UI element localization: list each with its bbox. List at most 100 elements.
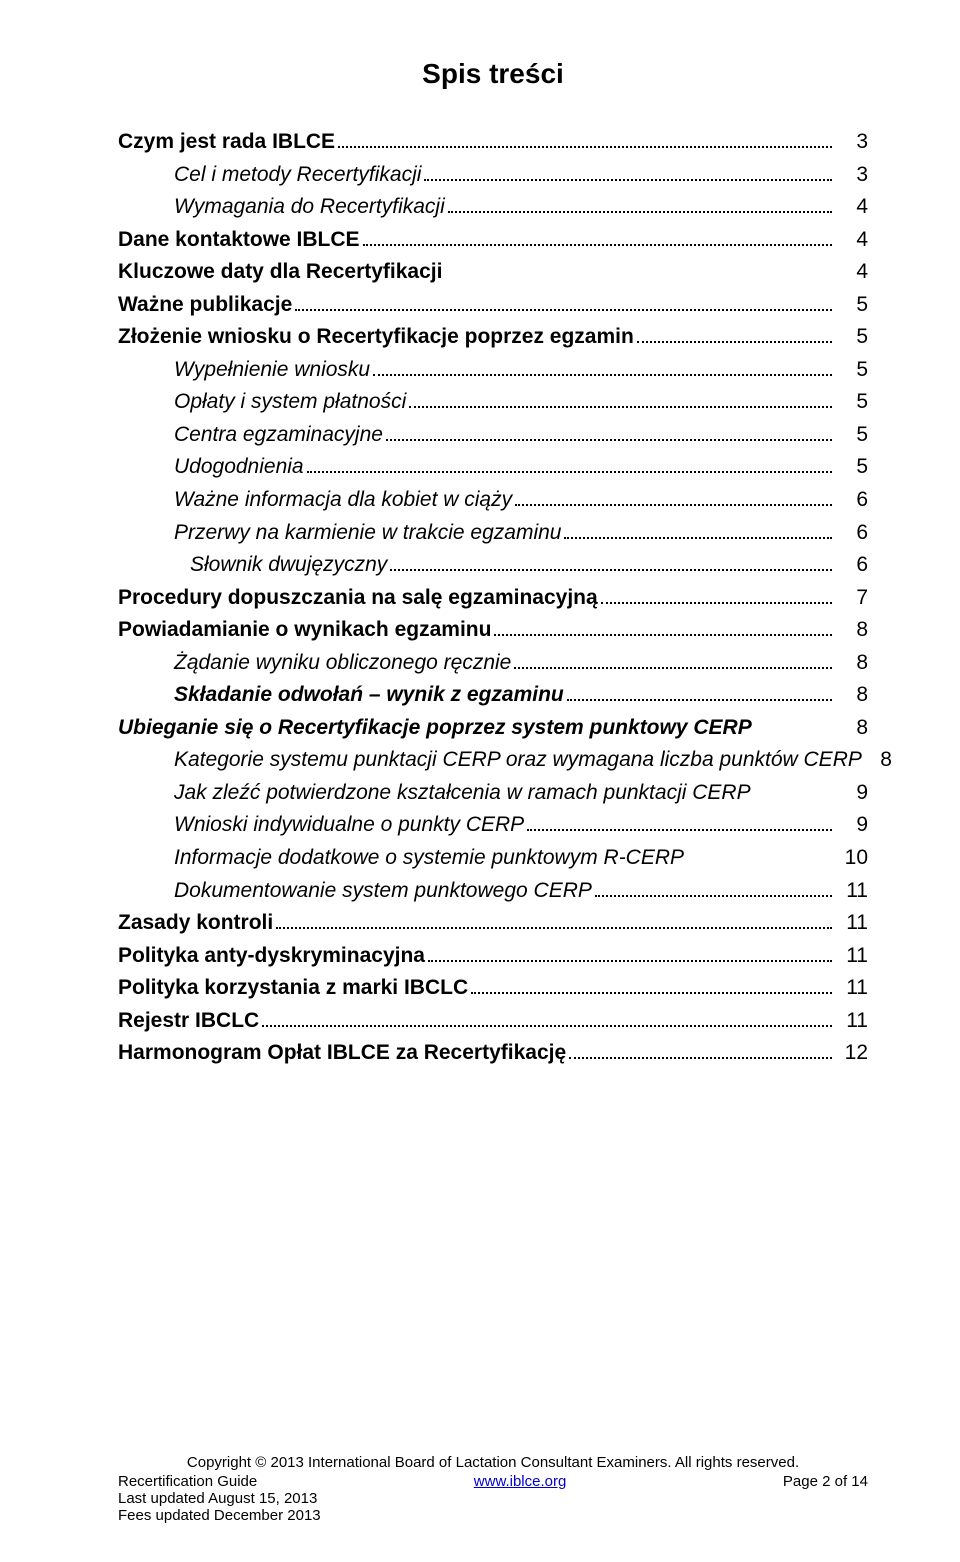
toc-label[interactable]: Powiadamianie o wynikach egzaminu <box>118 614 491 647</box>
toc-row: Żądanie wyniku obliczonego ręcznie 8 <box>118 647 868 680</box>
toc-row: Rejestr IBCLC 11 <box>118 1005 868 1038</box>
toc-row: Cel i metody Recertyfikacji 3 <box>118 159 868 192</box>
toc-label[interactable]: Cel i metody Recertyfikacji <box>118 159 421 192</box>
toc-row: Przerwy na karmienie w trakcie egzaminu 6 <box>118 517 868 550</box>
leader-dots <box>386 423 832 441</box>
footer-copyright: Copyright © 2013 International Board of … <box>118 1454 868 1471</box>
toc-label[interactable]: Ważne informacja dla kobiet w ciąży <box>118 484 512 517</box>
toc-label[interactable]: Udogodnienia <box>118 451 304 484</box>
toc-page-number: 8 <box>838 712 868 745</box>
toc-label[interactable]: Rejestr IBCLC <box>118 1005 259 1038</box>
leader-dots <box>569 1042 832 1060</box>
toc-row: Centra egzaminacyjne 5 <box>118 419 868 452</box>
footer-link[interactable]: www.iblce.org <box>474 1473 567 1490</box>
toc-row: Polityka korzystania z marki IBCLC11 <box>118 972 868 1005</box>
toc-label[interactable]: Dane kontaktowe IBLCE <box>118 224 360 257</box>
toc-label[interactable]: Wnioski indywidualne o punkty CERP <box>118 809 524 842</box>
toc-label[interactable]: Złożenie wniosku o Recertyfikacje poprze… <box>118 321 634 354</box>
leader-dots <box>514 651 832 669</box>
toc-row: Zasady kontroli 11 <box>118 907 868 940</box>
page: Spis treści Czym jest rada IBLCE3Cel i m… <box>0 0 960 1562</box>
toc-label[interactable]: Centra egzaminacyjne <box>118 419 383 452</box>
toc-page-number: 6 <box>838 484 868 517</box>
toc-label[interactable]: Informacje dodatkowe o systemie punktowy… <box>118 842 684 875</box>
leader-dots <box>471 976 832 994</box>
toc-label[interactable]: Czym jest rada IBLCE <box>118 126 335 159</box>
leader-dots <box>338 130 832 148</box>
footer-left-2: Last updated August 15, 2013 <box>118 1490 868 1507</box>
toc-label[interactable]: Kategorie systemu punktacji CERP oraz wy… <box>118 744 862 777</box>
toc-row: Ubieganie się o Recertyfikacje poprzez s… <box>118 712 868 745</box>
toc-label[interactable]: Składanie odwołań – wynik z egzaminu <box>118 679 564 712</box>
footer-right: Page 2 of 14 <box>783 1473 868 1490</box>
toc-label[interactable]: Dokumentowanie system punktowego CERP <box>118 875 592 908</box>
toc-label[interactable]: Harmonogram Opłat IBLCE za Recertyfikacj… <box>118 1037 566 1070</box>
toc-page-number: 9 <box>838 809 868 842</box>
toc-page-number: 9 <box>838 777 868 810</box>
toc-row: Harmonogram Opłat IBLCE za Recertyfikacj… <box>118 1037 868 1070</box>
toc-row: Procedury dopuszczania na salę egzaminac… <box>118 582 868 615</box>
toc-page-number: 6 <box>838 517 868 550</box>
toc-page-number: 4 <box>838 256 868 289</box>
leader-dots <box>527 814 832 832</box>
toc-list: Czym jest rada IBLCE3Cel i metody Recert… <box>118 126 868 1070</box>
leader-dots <box>307 456 832 474</box>
toc-page-number: 4 <box>838 224 868 257</box>
leader-dots <box>637 326 832 344</box>
toc-row: Słownik dwujęzyczny6 <box>118 549 868 582</box>
leader-dots <box>564 521 832 539</box>
toc-label[interactable]: Jak zleźć potwierdzone kształcenia w ram… <box>118 777 751 810</box>
toc-row: Informacje dodatkowe o systemie punktowy… <box>118 842 868 875</box>
leader-dots <box>595 879 832 897</box>
leader-dots <box>262 1009 832 1027</box>
toc-row: Wnioski indywidualne o punkty CERP 9 <box>118 809 868 842</box>
leader-dots <box>428 944 832 962</box>
toc-row: Kluczowe daty dla Recertyfikacji 4 <box>118 256 868 289</box>
toc-page-number: 5 <box>838 354 868 387</box>
toc-row: Ważne informacja dla kobiet w ciąży 6 <box>118 484 868 517</box>
toc-page-number: 11 <box>838 1005 868 1038</box>
toc-label[interactable]: Kluczowe daty dla Recertyfikacji <box>118 256 442 289</box>
leader-dots <box>567 684 832 702</box>
toc-page-number: 11 <box>838 907 868 940</box>
toc-page-number: 5 <box>838 419 868 452</box>
toc-row: Udogodnienia5 <box>118 451 868 484</box>
leader-dots <box>295 293 832 311</box>
leader-dots <box>409 391 832 409</box>
toc-page-number: 8 <box>862 744 892 777</box>
toc-label[interactable]: Wymagania do Recertyfikacji <box>118 191 445 224</box>
toc-row: Ważne publikacje5 <box>118 289 868 322</box>
toc-row: Wymagania do Recertyfikacji4 <box>118 191 868 224</box>
toc-label[interactable]: Słownik dwujęzyczny <box>118 549 387 582</box>
toc-label[interactable]: Opłaty i system płatności <box>118 386 406 419</box>
leader-dots <box>276 911 832 929</box>
toc-page-number: 12 <box>838 1037 868 1070</box>
toc-page-number: 3 <box>838 159 868 192</box>
footer: Copyright © 2013 International Board of … <box>118 1454 868 1524</box>
leader-dots <box>494 618 832 636</box>
toc-label[interactable]: Polityka korzystania z marki IBCLC <box>118 972 468 1005</box>
toc-page-number: 8 <box>838 614 868 647</box>
toc-page-number: 8 <box>838 679 868 712</box>
toc-title: Spis treści <box>118 58 868 90</box>
toc-label[interactable]: Procedury dopuszczania na salę egzaminac… <box>118 582 598 615</box>
toc-row: Kategorie systemu punktacji CERP oraz wy… <box>118 744 868 777</box>
leader-dots <box>515 488 832 506</box>
toc-label[interactable]: Ubieganie się o Recertyfikacje poprzez s… <box>118 712 752 745</box>
toc-page-number: 7 <box>838 582 868 615</box>
toc-label[interactable]: Ważne publikacje <box>118 289 292 322</box>
toc-label[interactable]: Zasady kontroli <box>118 907 273 940</box>
toc-page-number: 11 <box>838 940 868 973</box>
toc-label[interactable]: Polityka anty-dyskryminacyjna <box>118 940 425 973</box>
leader-dots <box>363 228 832 246</box>
footer-left-1: Recertification Guide <box>118 1473 257 1490</box>
footer-meta-row: Recertification Guide www.iblce.org Page… <box>118 1473 868 1490</box>
toc-row: Składanie odwołań – wynik z egzaminu 8 <box>118 679 868 712</box>
toc-label[interactable]: Przerwy na karmienie w trakcie egzaminu <box>118 517 561 550</box>
toc-label[interactable]: Żądanie wyniku obliczonego ręcznie <box>118 647 511 680</box>
toc-page-number: 8 <box>838 647 868 680</box>
toc-label[interactable]: Wypełnienie wniosku <box>118 354 370 387</box>
leader-dots <box>424 163 832 181</box>
toc-row: Polityka anty-dyskryminacyjna 11 <box>118 940 868 973</box>
footer-left-3: Fees updated December 2013 <box>118 1507 868 1524</box>
